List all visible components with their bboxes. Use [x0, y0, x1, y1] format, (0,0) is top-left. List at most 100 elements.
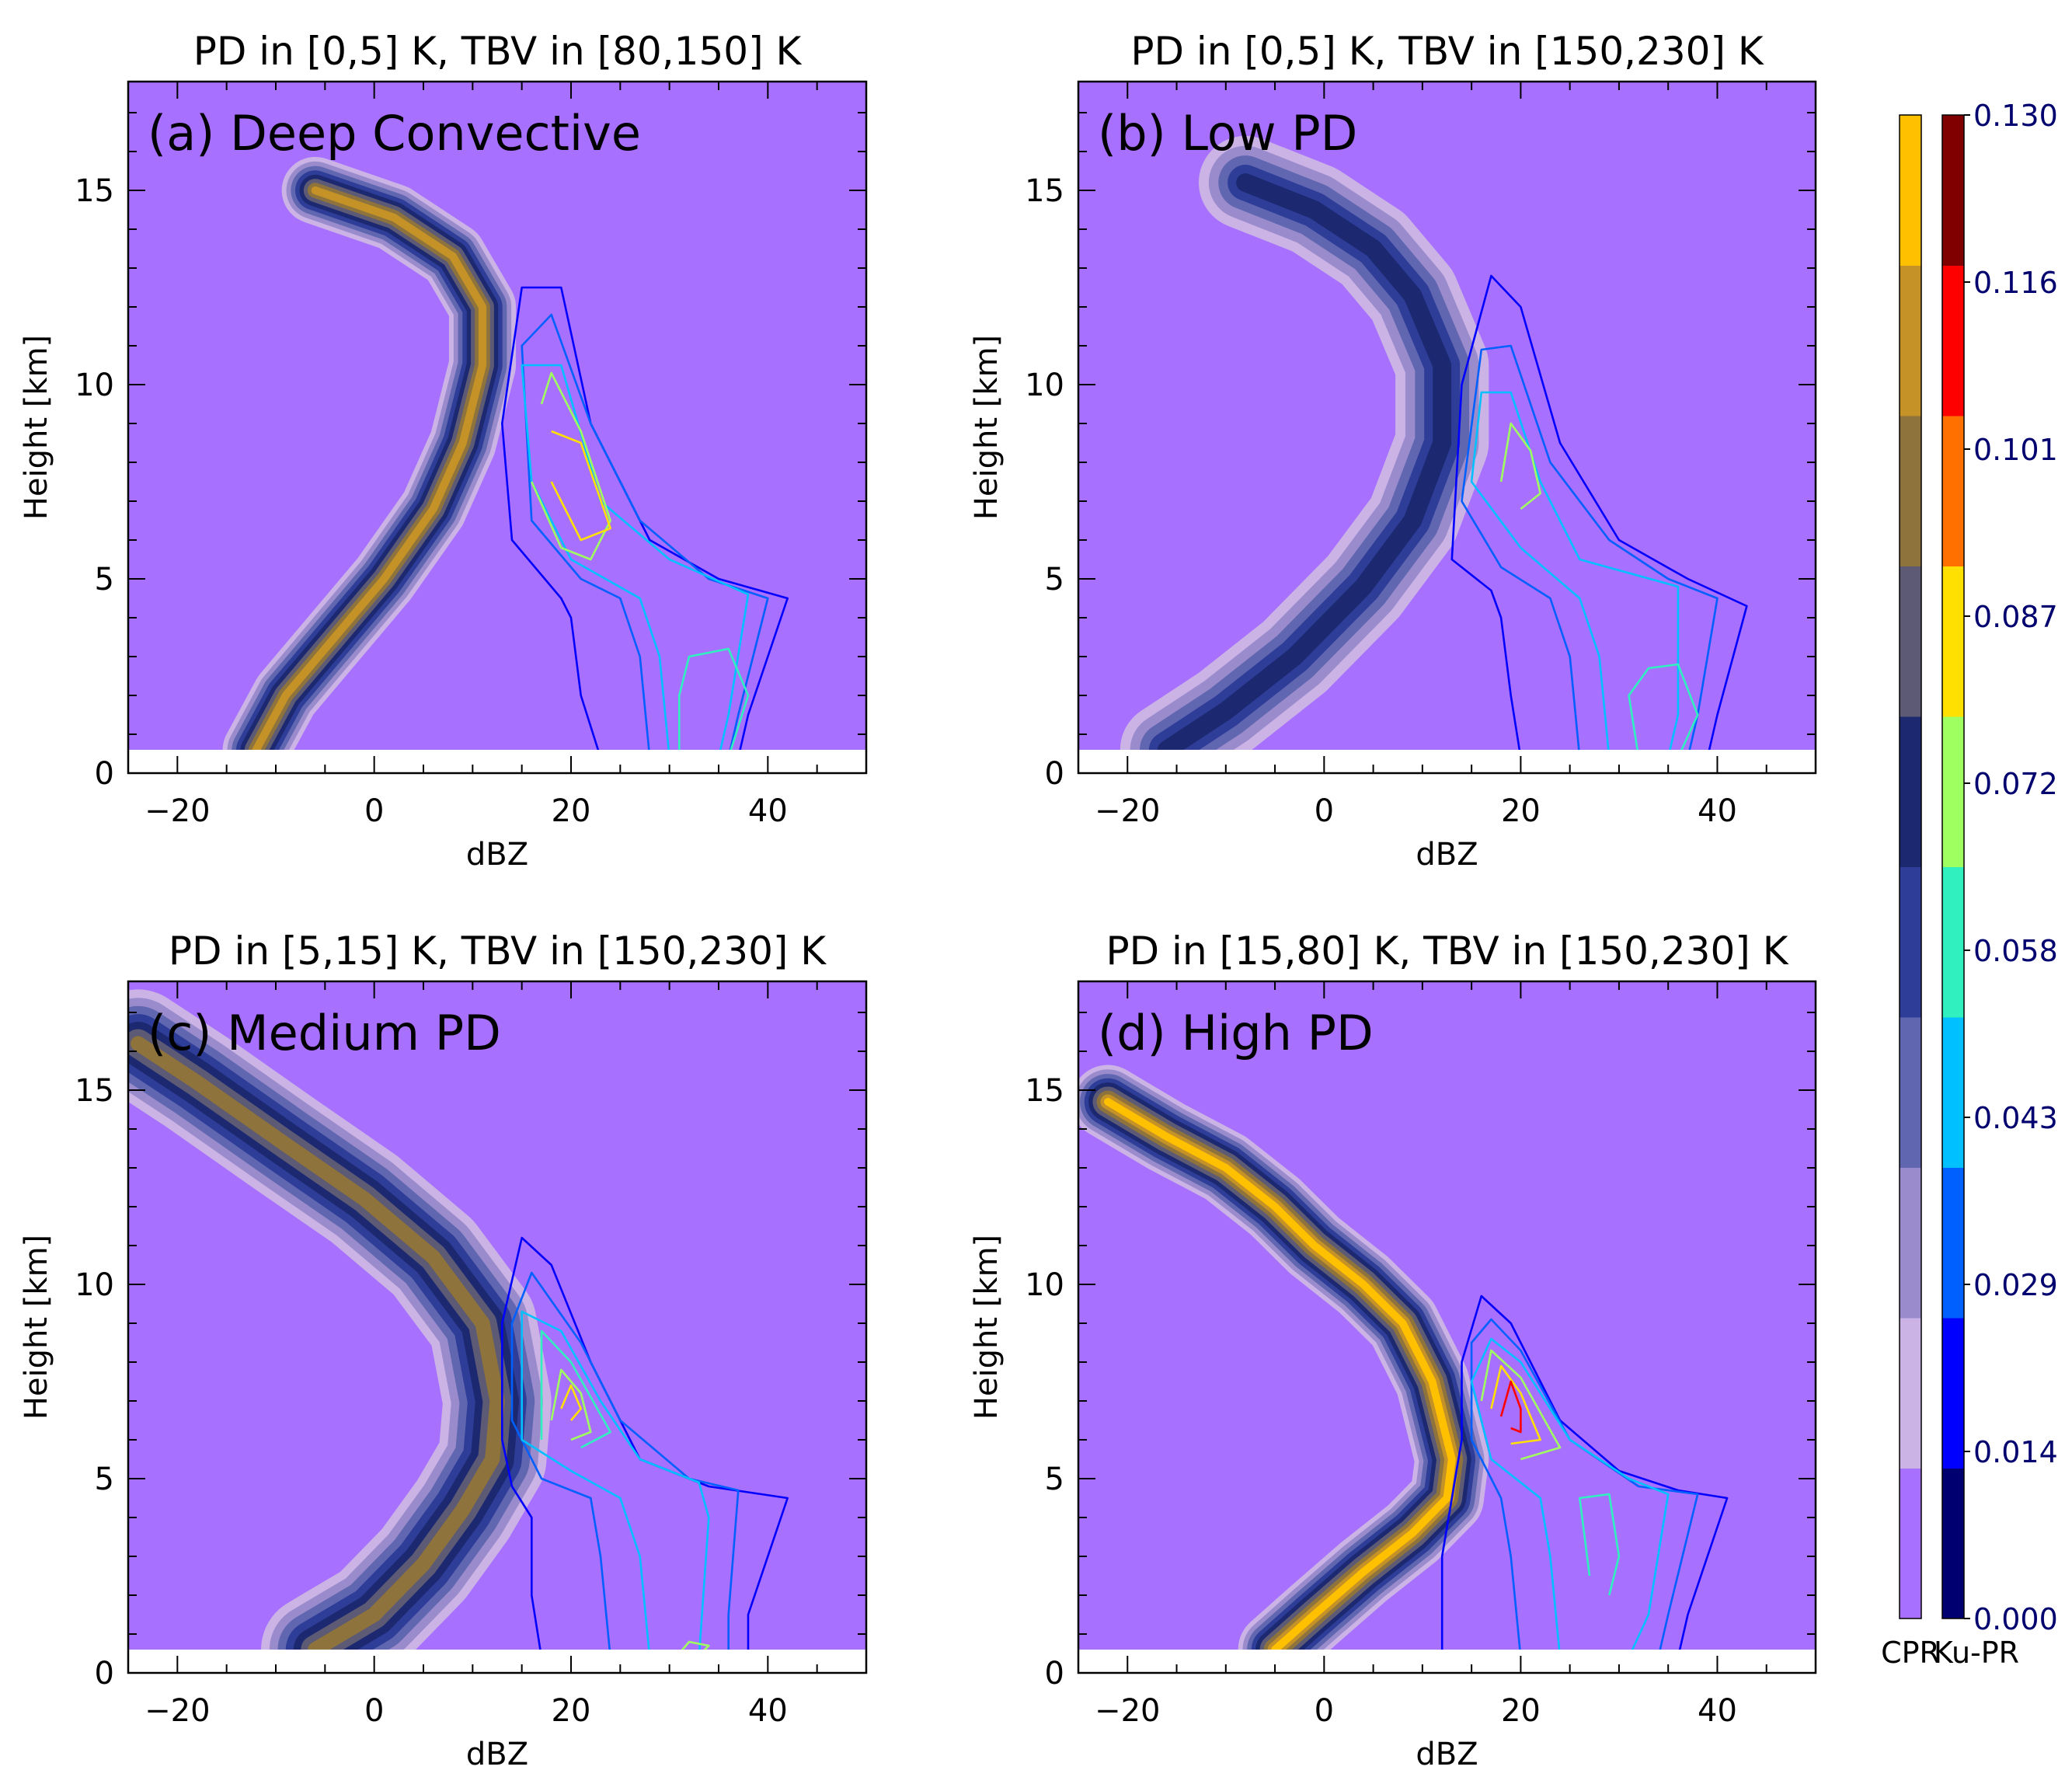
colorbar-tick-label: 0.014 [1973, 1435, 2058, 1469]
cpr-color-swatch [1900, 866, 1921, 1018]
cpr-color-swatch [1900, 716, 1921, 867]
y-axis-label: Height [km] [19, 335, 54, 520]
panel-title: PD in [0,5] K, TBV in [150,230] K [1130, 29, 1764, 74]
colorbar-label-cpr: CPR [1881, 1636, 1940, 1670]
x-tick-label: −20 [1095, 793, 1160, 829]
y-axis-label: Height [km] [19, 1235, 54, 1420]
y-tick-label: 10 [1025, 368, 1064, 403]
colorbar-tick-label: 0.058 [1973, 934, 2058, 968]
x-tick-label: 40 [748, 793, 788, 829]
ku-contour-6 [1490, 1364, 1541, 1445]
y-tick-label: 0 [1045, 756, 1064, 792]
x-tick-label: −20 [145, 1693, 210, 1729]
panel-d: −20 0 20 40 0 5 10 15 PD in [15,80] K, TBV in [1… [969, 929, 1817, 1772]
ku-contour-3 [1470, 1337, 1670, 1650]
y-tick-label: 5 [1045, 1462, 1064, 1497]
ku-colorbar-frame [1941, 114, 1965, 1619]
cpr-color-swatch [1900, 265, 1921, 416]
x-axis-label: dBZ [1416, 1737, 1478, 1772]
x-axis-label: dBZ [466, 837, 528, 873]
cpr-colorbar-frame [1899, 114, 1922, 1619]
x-tick-label: 0 [364, 1693, 384, 1729]
cpr-color-swatch [1900, 416, 1921, 566]
panel-c: −20 0 20 40 0 5 10 15 PD in [5,15] K, TBV in [15… [19, 929, 868, 1772]
colorbar-tick-label: 0.116 [1973, 266, 2058, 300]
cpr-band-level-9 [1104, 1098, 1456, 1650]
panel-a: −20 0 20 40 0 5 10 15 PD in [0,5] K, TBV in [80,… [19, 29, 868, 873]
x-tick-label: 20 [1501, 793, 1541, 829]
colorbar-tick-label: 0.000 [1973, 1602, 2058, 1636]
ku-color-swatch [1942, 716, 1964, 867]
cpr-color-swatch [1900, 115, 1921, 266]
plot-frame [1077, 980, 1817, 1674]
y-tick-label: 10 [75, 1267, 114, 1303]
x-tick-label: 0 [1315, 1693, 1334, 1729]
x-tick-label: −20 [1095, 1693, 1160, 1729]
x-axis-label: dBZ [466, 1737, 528, 1772]
x-tick-label: 0 [364, 793, 384, 829]
y-tick-label: 5 [95, 1462, 114, 1497]
ku-contour-5 [1480, 1349, 1562, 1461]
ku-contour-6 [560, 1384, 583, 1421]
y-tick-label: 15 [75, 1073, 114, 1109]
ku-contour-1 [500, 1236, 789, 1650]
x-tick-label: 40 [1698, 793, 1737, 829]
colorbar-tick-label: 0.101 [1973, 433, 2058, 467]
y-tick-label: 5 [1045, 562, 1064, 598]
colorbar-tick-label: 0.087 [1973, 600, 2058, 634]
ku-contour-5 [1499, 422, 1541, 510]
cpr-band-level-5 [1157, 173, 1452, 750]
cpr-color-swatch [1900, 1468, 1921, 1619]
cpr-color-swatch [1900, 1167, 1921, 1319]
y-tick-label: 15 [1025, 173, 1064, 209]
y-tick-label: 0 [95, 756, 114, 792]
y-axis-label: Height [km] [969, 1235, 1005, 1420]
plot-area [128, 82, 866, 750]
ku-color-swatch [1942, 866, 1964, 1018]
y-tick-label: 15 [75, 173, 114, 209]
panel-title: PD in [15,80] K, TBV in [150,230] K [1106, 929, 1789, 974]
plot-area [128, 981, 866, 1650]
x-axis-label: dBZ [1416, 837, 1478, 873]
ku-contour-2 [521, 313, 769, 750]
panel-label: (c) Medium PD [148, 1005, 501, 1061]
y-tick-label: 0 [1045, 1656, 1064, 1692]
colorbar-tick-label: 0.130 [1973, 99, 2058, 133]
plot-area [1078, 82, 1816, 750]
panel-title: PD in [5,15] K, TBV in [150,230] K [169, 929, 827, 974]
ku-contour-2 [1470, 1318, 1699, 1650]
ku-contour-4 [677, 647, 750, 750]
ku-contour-3 [521, 364, 750, 750]
ku-color-swatch [1942, 1017, 1964, 1168]
x-tick-label: 0 [1315, 793, 1334, 829]
colorbar-tick-label: 0.029 [1973, 1268, 2058, 1302]
y-tick-label: 0 [95, 1656, 114, 1692]
ku-contour-4 [1628, 663, 1699, 750]
ku-contour-3 [521, 1310, 710, 1650]
x-tick-label: −20 [145, 793, 210, 829]
y-tick-label: 10 [75, 368, 114, 403]
panel-b: −20 0 20 40 0 5 10 15 PD in [0,5] K, TBV in [150… [969, 29, 1817, 873]
y-axis-label: Height [km] [969, 335, 1005, 520]
plot-frame [127, 980, 868, 1674]
x-tick-label: 20 [1501, 1693, 1541, 1729]
ku-contour-2 [1461, 344, 1719, 750]
ku-contour-2 [510, 1271, 740, 1650]
panel-label: (b) Low PD [1098, 105, 1357, 162]
y-tick-label: 5 [95, 562, 114, 598]
x-tick-label: 20 [552, 1693, 591, 1729]
ku-contour-7 [681, 1640, 710, 1650]
cpr-band-level-8 [252, 186, 487, 750]
colorbar-label-ku: Ku-PR [1934, 1636, 2019, 1670]
ku-color-swatch [1942, 115, 1964, 266]
ku-color-swatch [1942, 566, 1964, 717]
ku-contour-1 [1450, 274, 1748, 750]
colorbar-tick-label: 0.043 [1973, 1101, 2058, 1135]
panel-title: PD in [0,5] K, TBV in [80,150] K [193, 29, 803, 74]
plot-frame [1077, 80, 1817, 775]
panel-label: (a) Deep Convective [148, 105, 641, 162]
ku-contour-5 [550, 1368, 592, 1441]
ku-contour-5 [531, 371, 612, 561]
colorbar: 0.000 0.014 0.029 0.043 0.058 0.072 0.087 0.101… [1881, 99, 2058, 1670]
